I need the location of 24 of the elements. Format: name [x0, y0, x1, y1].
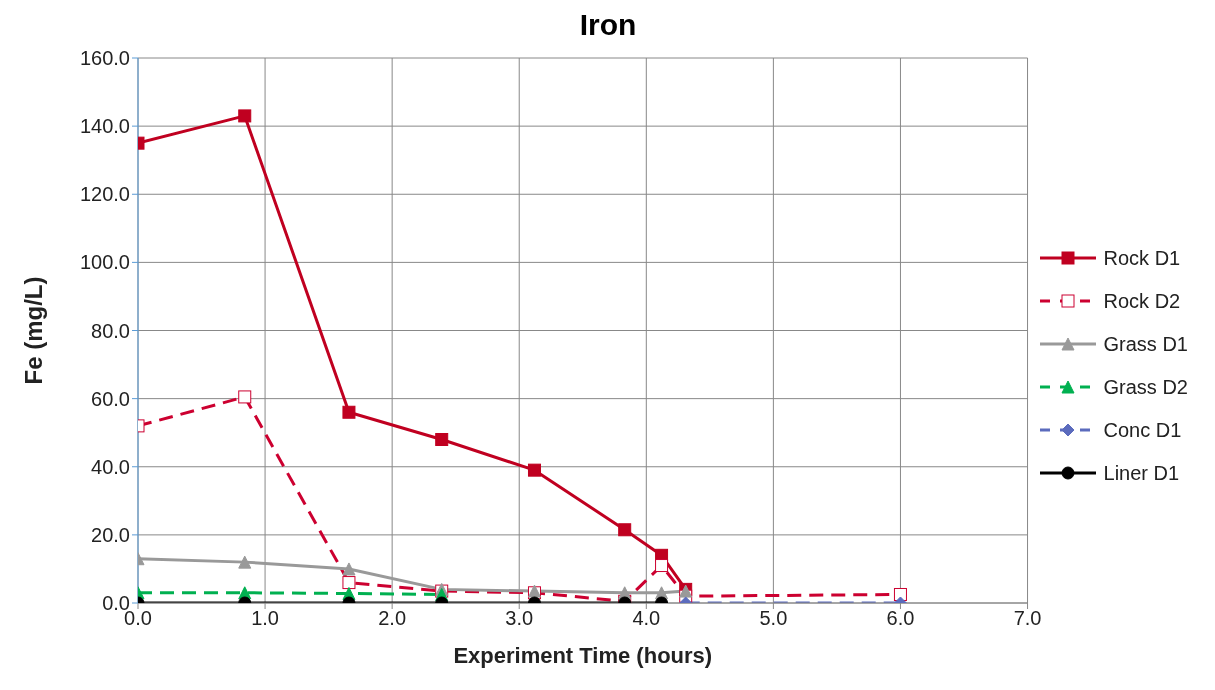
x-tick-label: 1.0 — [251, 607, 279, 630]
y-tick-label: 140.0 — [79, 115, 130, 138]
y-tick-label: 60.0 — [91, 387, 130, 410]
chart-title: Iron — [578, 8, 638, 43]
y-axis-title: Fe (mg/L) — [19, 276, 47, 385]
x-tick-label: 3.0 — [505, 607, 534, 630]
legend-label: Rock D1 — [1103, 246, 1181, 270]
y-tick-label: 40.0 — [91, 455, 130, 478]
legend-label: Grass D2 — [1103, 375, 1188, 399]
x-tick-label: 2.0 — [378, 607, 407, 630]
x-tick-label: 4.0 — [632, 607, 661, 630]
y-tick-label: 120.0 — [79, 183, 130, 206]
legend-label: Liner D1 — [1103, 461, 1180, 485]
y-tick-label: 80.0 — [91, 319, 130, 342]
x-tick-label: 6.0 — [886, 607, 915, 630]
y-tick-label: 100.0 — [79, 251, 130, 274]
x-tick-label: 7.0 — [1013, 607, 1042, 630]
legend-label: Grass D1 — [1103, 332, 1188, 356]
y-tick-label: 160.0 — [79, 47, 130, 70]
x-tick-label: 5.0 — [759, 607, 788, 630]
legend-label: Rock D2 — [1103, 289, 1181, 313]
legend-label: Conc D1 — [1103, 418, 1182, 442]
y-tick-label: 20.0 — [91, 523, 130, 546]
x-axis-title: Experiment Time (hours) — [453, 643, 713, 668]
